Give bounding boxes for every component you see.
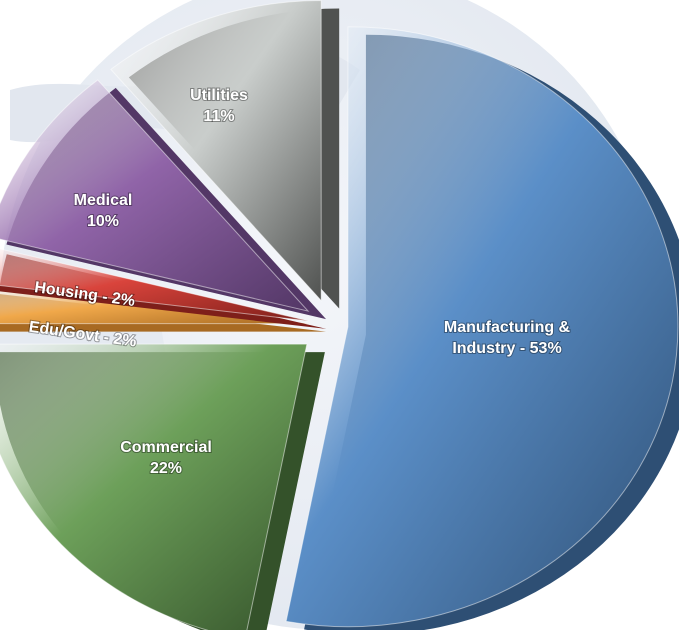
pie-slice-face bbox=[285, 26, 679, 628]
pie-slice-face bbox=[110, 0, 322, 302]
data-label-medical: Medical 10% bbox=[74, 192, 133, 230]
data-label-manufacturing-industry: Manufacturing & Industry - 53% bbox=[444, 319, 571, 357]
pie-slice-manufacturing-industry bbox=[285, 26, 679, 630]
pie-slice-face bbox=[0, 248, 309, 322]
pie-slice-medical bbox=[0, 79, 327, 320]
data-label-utilities: Utilities 11% bbox=[190, 87, 248, 125]
pie-slice-utilities bbox=[110, 0, 340, 309]
pie-slice-face bbox=[0, 343, 308, 630]
data-label-commercial: Commercial 22% bbox=[120, 439, 212, 477]
pie-slice-commercial bbox=[0, 343, 325, 630]
pie-slice-face bbox=[0, 79, 310, 312]
pie-slice-housing bbox=[0, 248, 327, 329]
